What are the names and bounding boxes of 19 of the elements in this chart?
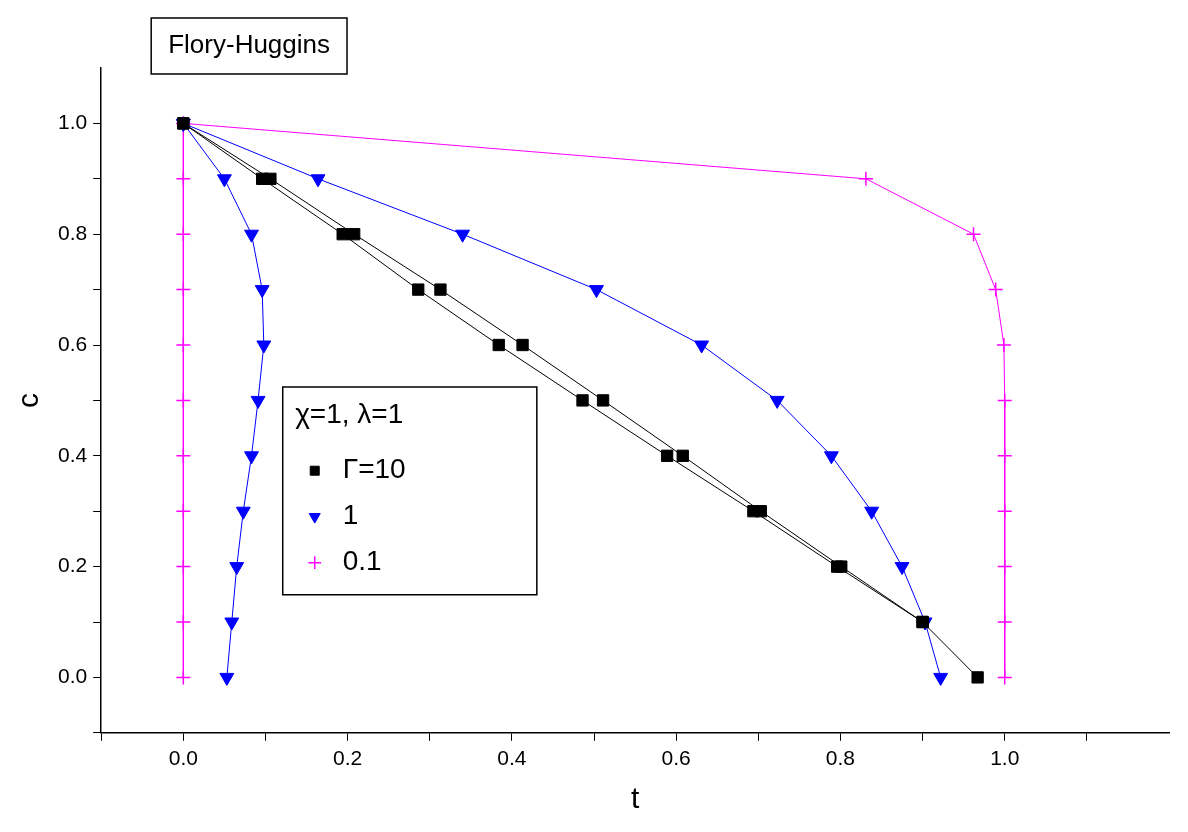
x-tick-label: 0.0 [168,746,198,770]
x-tick-label: 0.4 [497,746,527,770]
y-tick-label: 0.2 [57,553,88,577]
legend-label: 1 [342,499,359,531]
y-tick-label: 0.4 [57,442,88,466]
y-tick-label: 0.0 [57,664,88,688]
x-tick-label: 1.0 [990,746,1020,770]
x-tick-label: 0.2 [333,746,363,770]
chart-title: Flory-Huggins [168,29,331,60]
x-tick-label: 0.6 [661,746,691,770]
legend-label: 0.1 [342,545,382,577]
y-axis-title: c [11,392,45,408]
x-axis-title: t [630,781,640,815]
x-tick-label: 0.8 [825,746,856,770]
y-tick-label: 1.0 [57,110,88,134]
y-tick-label: 0.6 [57,331,88,355]
y-tick-label: 0.8 [57,221,88,244]
legend-title: χ=1, λ=1 [295,397,404,429]
legend-label: Γ=10 [342,453,406,485]
